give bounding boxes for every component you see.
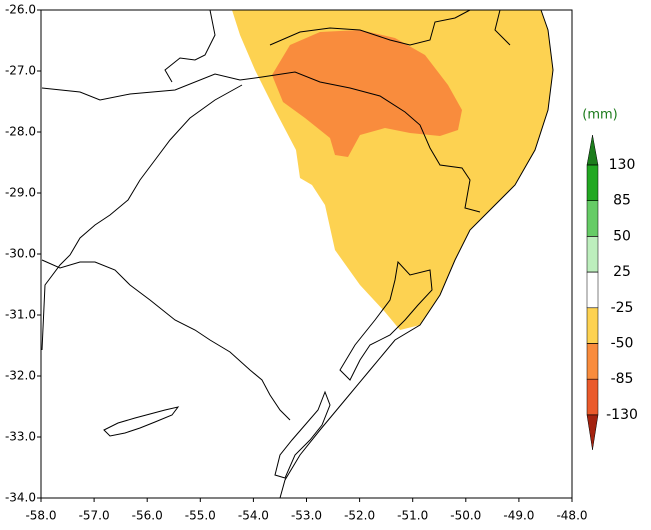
y-tick-label: -28.0 — [5, 125, 36, 139]
colorbar-segment — [586, 307, 599, 344]
anomaly-orange — [272, 30, 462, 157]
x-tick-label: -53.0 — [291, 509, 322, 523]
x-tick-label: -48.0 — [556, 509, 587, 523]
coastline — [279, 9, 554, 499]
y-tick-label: -33.0 — [5, 430, 36, 444]
map-area — [41, 9, 554, 499]
y-tick-label: -27.0 — [5, 64, 36, 78]
colorbar-label: -25 — [611, 300, 634, 316]
colorbar-segment — [586, 236, 599, 273]
y-tick-label: -32.0 — [5, 369, 36, 383]
colorbar-label: 85 — [613, 193, 631, 209]
y-tick-label: -31.0 — [5, 308, 36, 322]
colorbar-arrow — [586, 134, 599, 166]
y-tick-label: -34.0 — [5, 491, 36, 505]
colorbar-segment — [586, 200, 599, 237]
x-tick-label: -54.0 — [238, 509, 269, 523]
x-tick-label: -56.0 — [132, 509, 163, 523]
y-tick-label: -30.0 — [5, 247, 36, 261]
border-north — [41, 71, 481, 213]
y-tick-label: -29.0 — [5, 186, 36, 200]
colorbar-unit: (mm) — [582, 108, 617, 123]
colorbar-arrow — [586, 414, 599, 450]
border-west — [41, 84, 291, 421]
x-tick-label: -52.0 — [344, 509, 375, 523]
x-tick-label: -49.0 — [503, 509, 534, 523]
colorbar-segment — [586, 343, 599, 380]
x-tick-label: -55.0 — [185, 509, 216, 523]
x-tick-label: -57.0 — [79, 509, 110, 523]
colorbar-segment — [586, 378, 599, 416]
colorbar-segment — [586, 271, 599, 309]
border-top — [164, 9, 511, 83]
colorbar-label: 50 — [613, 228, 631, 244]
colorbar-label: -85 — [611, 371, 634, 387]
x-tick-label: -50.0 — [450, 509, 481, 523]
lagoon-south — [274, 390, 331, 479]
lagoon-mirim — [103, 406, 180, 437]
colorbar-label: -50 — [611, 336, 634, 352]
lagoon — [339, 260, 433, 381]
colorbar-label: -130 — [606, 407, 638, 423]
x-tick-label: -58.0 — [25, 509, 56, 523]
x-tick-label: -51.0 — [397, 509, 428, 523]
y-tick-label: -26.0 — [5, 3, 36, 17]
colorbar-label: 25 — [613, 264, 631, 280]
colorbar-segment — [586, 164, 599, 201]
colorbar-label: 130 — [609, 157, 636, 173]
